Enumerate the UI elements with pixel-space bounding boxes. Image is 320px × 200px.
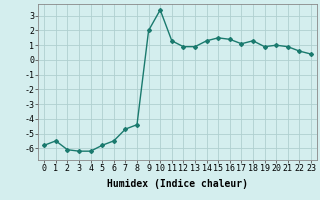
- X-axis label: Humidex (Indice chaleur): Humidex (Indice chaleur): [107, 179, 248, 189]
